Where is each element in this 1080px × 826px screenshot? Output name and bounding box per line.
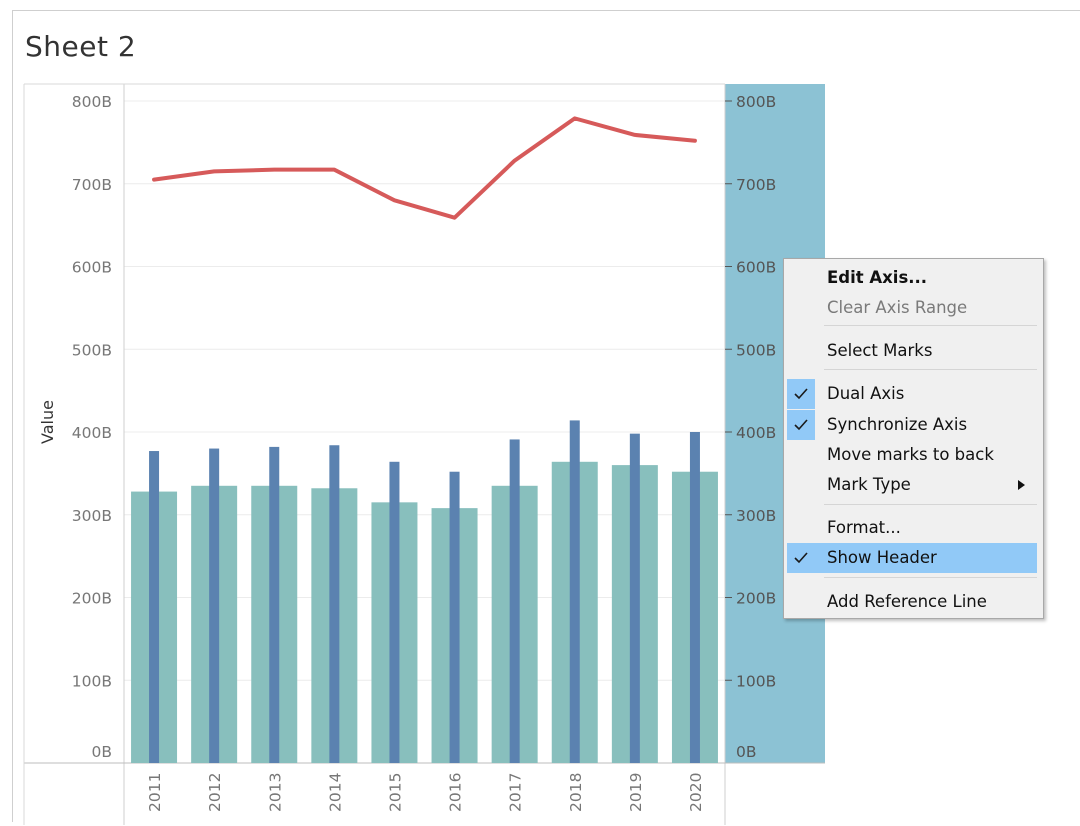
context-menu: Edit Axis... Clear Axis Range Select Mar… (783, 258, 1044, 619)
x-tick-label: 2012 (206, 773, 224, 812)
right-tick-label: 200B (736, 590, 776, 608)
thin-bar[interactable] (509, 439, 520, 763)
right-axis[interactable]: 0B 100B 200B 300B 400B 500B 600B 700B 800B (725, 93, 776, 761)
x-tick-label: 2017 (507, 773, 525, 812)
right-tick-label: 800B (736, 93, 776, 111)
thin-bar[interactable] (329, 445, 340, 763)
x-tick-label: 2018 (567, 773, 585, 812)
menu-item-add-reference-line[interactable]: Add Reference Line (784, 587, 1043, 617)
menu-item-label: Dual Axis (827, 384, 905, 403)
y-tick-label: 500B (72, 341, 112, 359)
x-tick-label: 2015 (386, 773, 404, 812)
x-tick-label: 2020 (687, 773, 705, 812)
menu-item-move-marks-to-back[interactable]: Move marks to back (784, 440, 1043, 470)
menu-separator (824, 369, 1037, 370)
y-tick-label: 0B (92, 743, 113, 761)
thin-bar[interactable] (269, 446, 280, 763)
thin-bar[interactable] (209, 448, 220, 763)
right-tick-label: 100B (736, 672, 776, 690)
right-tick-label: 500B (736, 341, 776, 359)
menu-item-edit-axis[interactable]: Edit Axis... (784, 263, 1043, 293)
thin-bar[interactable] (629, 433, 640, 763)
chart-frame (23, 83, 825, 825)
thin-bar[interactable] (449, 471, 460, 763)
menu-item-show-header[interactable]: Show Header (787, 543, 1037, 573)
menu-separator (824, 577, 1037, 578)
menu-item-label: Synchronize Axis (827, 415, 968, 434)
left-axis[interactable]: 0B 100B 200B 300B 400B 500B 600B 700B 800B (72, 93, 112, 761)
sheet-title: Sheet 2 (25, 30, 137, 63)
x-tick-label: 2019 (627, 773, 645, 812)
right-tick-label: 700B (736, 176, 776, 194)
right-tick-label: 0B (736, 743, 757, 761)
right-tick-label: 400B (736, 424, 776, 442)
y-axis-title[interactable]: Value (38, 400, 57, 444)
y-tick-label: 600B (72, 259, 112, 277)
y-tick-label: 800B (72, 93, 112, 111)
y-tick-label: 100B (72, 672, 112, 690)
x-tick-label: 2016 (447, 773, 465, 812)
thin-bar[interactable] (689, 432, 700, 763)
menu-item-label: Clear Axis Range (827, 298, 968, 317)
y-tick-label: 300B (72, 507, 112, 525)
x-tick-label: 2014 (326, 773, 344, 812)
x-tick-label: 2011 (146, 773, 164, 812)
check-icon (787, 543, 815, 573)
menu-item-label: Mark Type (827, 475, 911, 494)
menu-item-clear-axis-range: Clear Axis Range (784, 293, 1043, 323)
menu-item-label: Move marks to back (827, 445, 994, 464)
submenu-arrow-icon (1018, 480, 1025, 490)
menu-separator (824, 325, 1037, 326)
y-tick-label: 200B (72, 590, 112, 608)
right-tick-label: 300B (736, 507, 776, 525)
x-tick-label: 2013 (266, 773, 284, 812)
menu-item-format[interactable]: Format... (784, 513, 1043, 543)
thin-bars (149, 420, 700, 763)
menu-separator (824, 504, 1037, 505)
check-icon (787, 379, 815, 409)
menu-item-label: Select Marks (827, 341, 933, 360)
thin-bar[interactable] (569, 420, 580, 763)
line-series[interactable] (152, 116, 697, 220)
sheet-frame (12, 10, 1080, 822)
y-tick-label: 700B (72, 176, 112, 194)
menu-item-label: Add Reference Line (827, 592, 987, 611)
y-tick-label: 400B (72, 424, 112, 442)
menu-item-label: Show Header (827, 548, 937, 567)
menu-item-label: Format... (827, 518, 901, 537)
menu-item-mark-type[interactable]: Mark Type (784, 470, 1043, 500)
thin-bar[interactable] (149, 451, 160, 763)
x-axis[interactable]: 2011 2012 2013 2014 2015 2016 2017 2018 2019 2020 (146, 773, 705, 812)
menu-item-select-marks[interactable]: Select Marks (784, 336, 1043, 366)
right-tick-label: 600B (736, 259, 776, 277)
menu-item-label: Edit Axis... (827, 268, 928, 287)
menu-item-synchronize-axis[interactable]: Synchronize Axis (784, 410, 1043, 440)
thin-bar[interactable] (389, 461, 400, 763)
menu-item-dual-axis[interactable]: Dual Axis (784, 379, 1043, 409)
trend-line (152, 116, 697, 220)
check-icon (787, 410, 815, 440)
